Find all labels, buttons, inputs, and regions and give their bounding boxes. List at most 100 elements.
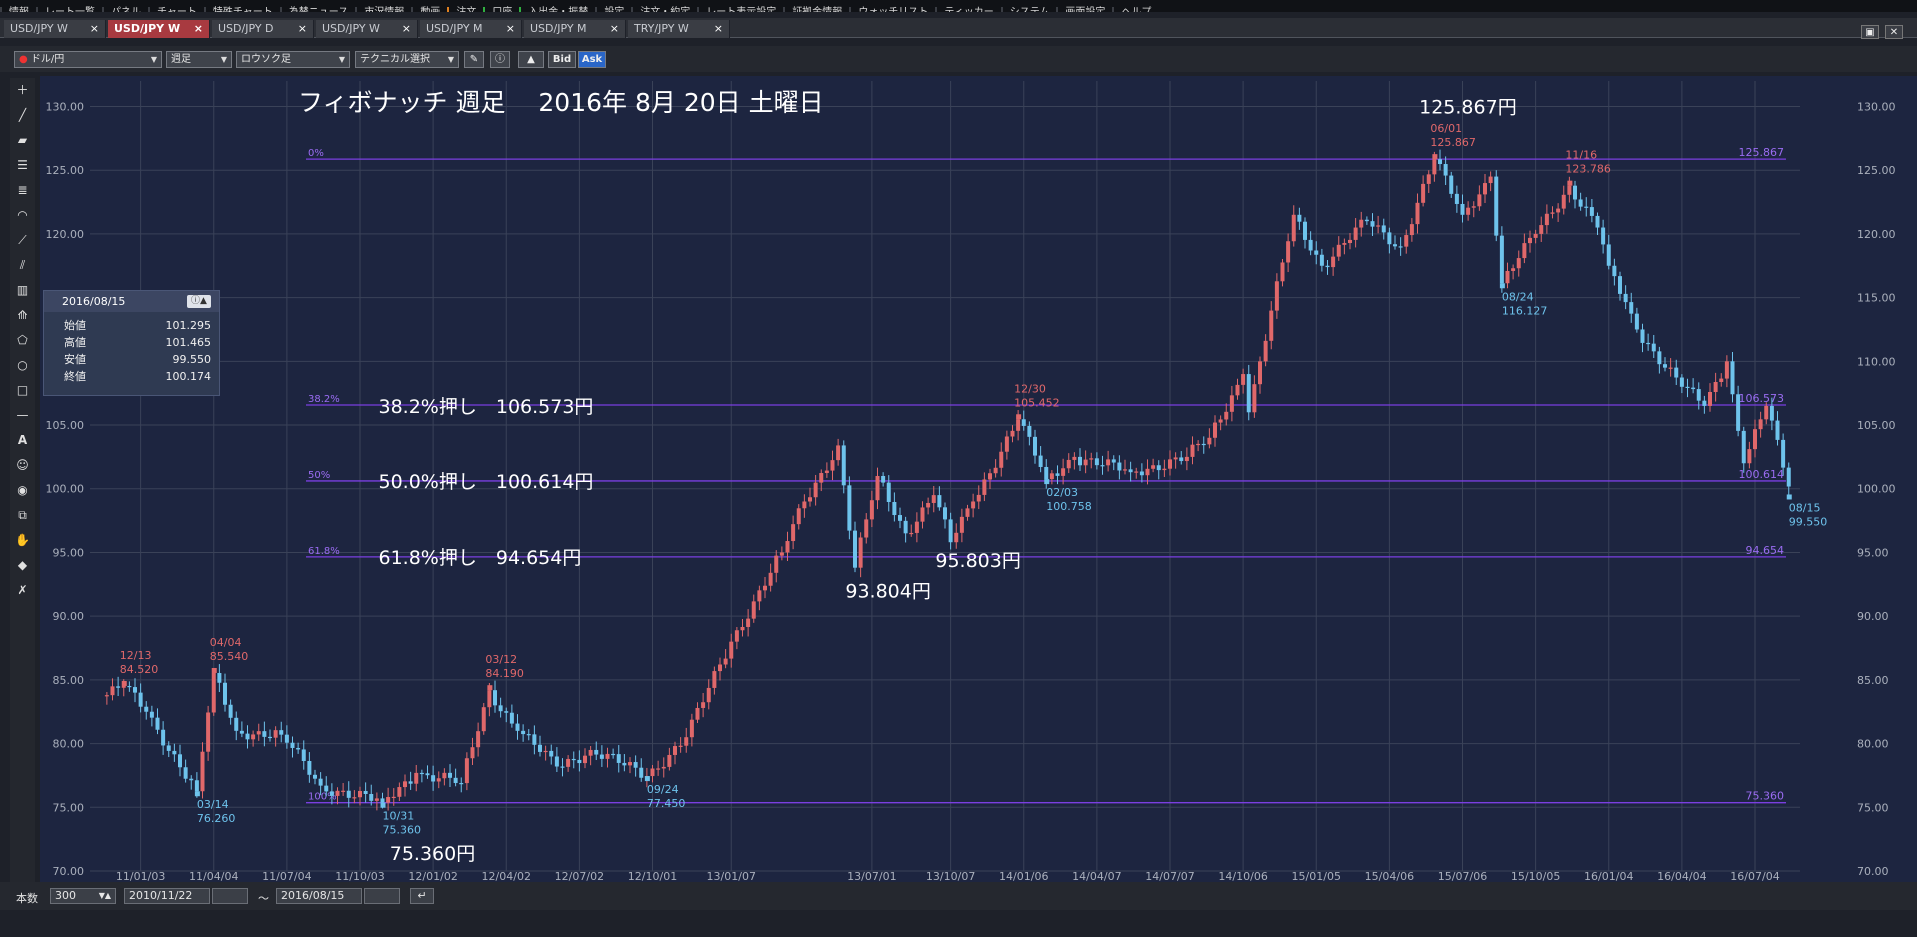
candle-body bbox=[1044, 466, 1049, 480]
menu-item[interactable]: ウォッチリスト bbox=[849, 7, 935, 12]
menu-item[interactable]: 為替ニュース bbox=[279, 7, 356, 12]
maximize-icon[interactable]: ▣ bbox=[1861, 25, 1879, 39]
tab-close-icon[interactable]: × bbox=[713, 22, 723, 35]
circle-icon[interactable]: ○ bbox=[17, 358, 28, 372]
pentagon-icon[interactable]: ⬠ bbox=[17, 333, 28, 347]
pen-icon[interactable]: ✎ bbox=[464, 51, 484, 68]
candle-body bbox=[796, 508, 801, 525]
technical-select[interactable]: テクニカル選択 ▼ bbox=[355, 51, 459, 68]
menu-item[interactable]: 注文 bbox=[447, 7, 483, 12]
candle-body bbox=[768, 572, 773, 586]
tab-1[interactable]: USD/JPY W × bbox=[4, 20, 106, 38]
y-tick-right: 80.00 bbox=[1857, 738, 1889, 751]
copy-icon[interactable]: ⧉ bbox=[18, 508, 27, 522]
currency-pair-select[interactable]: ● ドル/円 ▼ bbox=[14, 51, 162, 68]
tab-4[interactable]: USD/JPY W × bbox=[316, 20, 418, 38]
fan-icon[interactable]: ⟋ bbox=[18, 233, 27, 247]
menu-item[interactable]: ヘルプ bbox=[1112, 7, 1158, 12]
tab-6[interactable]: USD/JPY M × bbox=[524, 20, 626, 38]
menu-item[interactable]: レート一覧 bbox=[36, 7, 102, 12]
vertical-lines-icon[interactable]: ▥ bbox=[16, 283, 29, 297]
close-window-icon[interactable]: ✕ bbox=[1885, 25, 1903, 39]
menu-item[interactable]: パネル bbox=[102, 7, 148, 12]
tab-5[interactable]: USD/JPY M × bbox=[420, 20, 522, 38]
candle-body bbox=[419, 772, 424, 775]
crosshair-icon[interactable]: ＋ bbox=[16, 83, 29, 97]
paint-icon[interactable]: ◉ bbox=[17, 483, 28, 497]
tab-3[interactable]: USD/JPY D × bbox=[212, 20, 314, 38]
hline-icon[interactable]: — bbox=[16, 408, 29, 422]
menu-item[interactable]: 情報 bbox=[0, 7, 36, 12]
return-icon[interactable]: ↵ bbox=[410, 888, 434, 904]
menu-item[interactable]: チャート bbox=[148, 7, 204, 12]
menu-item[interactable]: ティッカー bbox=[935, 7, 1000, 12]
candle-body bbox=[611, 753, 616, 756]
eraser-icon[interactable]: ◆ bbox=[17, 558, 28, 572]
period-select[interactable]: 週足 ▼ bbox=[166, 51, 232, 68]
end-time-field[interactable] bbox=[364, 888, 400, 904]
chart-type-select[interactable]: ロウソク足 ▼ bbox=[236, 51, 350, 68]
menu-item[interactable]: 動画 bbox=[411, 7, 447, 12]
candle-body bbox=[1533, 233, 1538, 238]
info-icon[interactable]: ⓘ bbox=[490, 51, 510, 68]
candle-body bbox=[1454, 193, 1459, 204]
rectangle-icon[interactable]: □ bbox=[16, 383, 29, 397]
menu-item[interactable]: 証拠金情報 bbox=[783, 7, 849, 12]
trendline-icon[interactable]: ╱ bbox=[18, 108, 27, 122]
text-icon[interactable]: A bbox=[17, 433, 28, 447]
fib-arc-icon[interactable]: ◠ bbox=[17, 208, 28, 222]
y-tick-left: 75.00 bbox=[53, 801, 85, 814]
start-time-field[interactable] bbox=[212, 888, 248, 904]
price-chart[interactable]: 70.00 70.00 75.00 75.00 80.00 80.00 85.00 85.00… bbox=[40, 76, 1917, 883]
menu-item[interactable]: 注文・約定 bbox=[631, 7, 697, 12]
pitchfork-icon[interactable]: ⟰ bbox=[17, 308, 28, 322]
candle-body bbox=[734, 630, 739, 642]
candle-body bbox=[1646, 342, 1651, 345]
count-stepper-icon[interactable]: ▼▲ bbox=[98, 891, 111, 900]
candle-body bbox=[1753, 429, 1757, 450]
tab-close-icon[interactable]: × bbox=[609, 22, 619, 35]
count-select[interactable]: 300 ▼▲ bbox=[50, 888, 116, 904]
menu-item[interactable]: 特殊チャート bbox=[203, 7, 280, 12]
smiley-icon[interactable]: ☺ bbox=[16, 458, 29, 472]
candle-body bbox=[1033, 436, 1037, 456]
candle-body bbox=[1376, 225, 1381, 227]
menu-item[interactable]: 入出金・振替 bbox=[519, 7, 595, 12]
start-date-field[interactable]: 2010/11/22 bbox=[124, 888, 210, 904]
candle-body bbox=[476, 731, 481, 748]
candle-body bbox=[1601, 227, 1606, 245]
info-toggle-icon[interactable]: ⓘ▲ bbox=[187, 295, 211, 308]
end-date-field[interactable]: 2016/08/15 bbox=[276, 888, 362, 904]
tab-label: USD/JPY W bbox=[114, 22, 181, 35]
hand-icon[interactable]: ✋ bbox=[15, 533, 30, 547]
menu-item[interactable]: 口座 bbox=[483, 7, 519, 12]
horizontal-lines-icon[interactable]: ☰ bbox=[17, 158, 28, 172]
mountain-chart-icon[interactable]: ▲ bbox=[518, 51, 544, 68]
ruler-icon[interactable]: ▰ bbox=[17, 133, 28, 147]
gann-fan-icon[interactable]: ⫽ bbox=[19, 258, 26, 272]
y-tick-right: 125.00 bbox=[1857, 164, 1896, 177]
tab-7[interactable]: TRY/JPY W × bbox=[628, 20, 730, 38]
menu-item[interactable]: レート表示設定 bbox=[697, 7, 783, 12]
menu-item[interactable]: システム bbox=[1000, 7, 1057, 12]
tab-close-icon[interactable]: × bbox=[193, 22, 203, 35]
clear-all-icon[interactable]: ✗ bbox=[17, 583, 28, 597]
tab-close-icon[interactable]: × bbox=[89, 22, 99, 35]
fibonacci-icon[interactable]: ≣ bbox=[17, 183, 28, 197]
y-tick-right: 70.00 bbox=[1857, 865, 1889, 878]
ohlc-info-panel[interactable]: 2016/08/15 ⓘ▲ 始値 101.295 高値 101.465 安値 99.5… bbox=[43, 290, 220, 396]
menu-item[interactable]: 画面設定 bbox=[1056, 7, 1112, 12]
menu-item[interactable]: 市況情報 bbox=[355, 7, 411, 12]
candle-body bbox=[1168, 459, 1172, 469]
tab-2[interactable]: USD/JPY W × bbox=[108, 20, 210, 38]
bid-button[interactable]: Bid bbox=[548, 51, 576, 68]
high-value-label: 84.520 bbox=[120, 663, 159, 676]
tab-close-icon[interactable]: × bbox=[297, 22, 307, 35]
menu-item[interactable]: 設定 bbox=[595, 7, 631, 12]
ask-button[interactable]: Ask bbox=[578, 51, 606, 68]
candle-body bbox=[1764, 405, 1769, 420]
candle-body bbox=[836, 445, 841, 461]
tab-close-icon[interactable]: × bbox=[505, 22, 515, 35]
tab-close-icon[interactable]: × bbox=[401, 22, 411, 35]
y-tick-right: 90.00 bbox=[1857, 610, 1889, 623]
